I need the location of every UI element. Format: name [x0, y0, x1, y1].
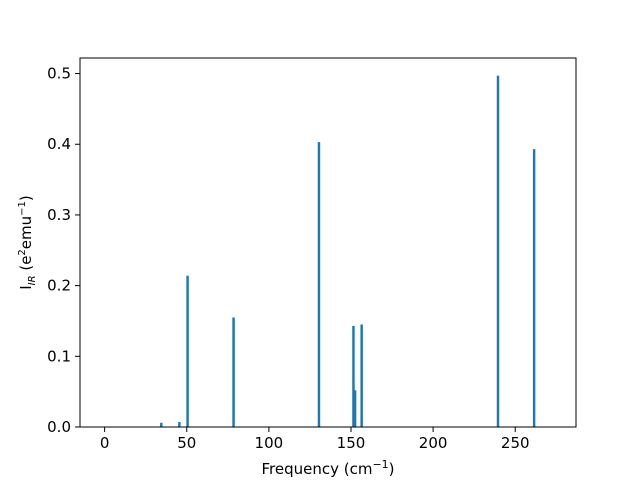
x-axis-label-sup: −1	[372, 458, 388, 471]
x-axis-label-end: )	[389, 460, 395, 478]
y-axis-label-sup2: −1	[17, 201, 28, 216]
bar	[232, 317, 235, 427]
y-tick-label: 0.1	[47, 347, 71, 365]
y-axis-label-mid1: (e	[17, 256, 35, 276]
x-axis: 0 50 100 150 200 250	[100, 427, 530, 452]
x-tick-label: 100	[255, 434, 284, 452]
y-axis-label-end: )	[17, 195, 35, 201]
y-axis-label-main: I	[17, 285, 35, 289]
x-axis-label: Frequency (cm−1)	[261, 458, 394, 478]
bar	[496, 75, 500, 427]
x-tick-label: 0	[100, 434, 110, 452]
y-axis-label-sup1: 2	[17, 249, 28, 255]
x-tick-label: 50	[177, 434, 196, 452]
bar	[160, 422, 163, 427]
bar	[352, 325, 355, 427]
y-axis-label-sub: IR	[27, 275, 38, 285]
bar	[186, 275, 189, 427]
y-tick-label: 0.5	[47, 65, 71, 83]
plot-frame	[79, 57, 577, 428]
x-axis-label-main: Frequency (cm	[261, 460, 372, 478]
bar	[532, 149, 536, 428]
x-tick-label: 250	[501, 434, 530, 452]
x-tick-label: 150	[337, 434, 366, 452]
x-tick-label: 200	[419, 434, 448, 452]
bar	[360, 324, 363, 427]
y-axis-label-mid2: emu	[17, 216, 35, 249]
y-tick-label: 0.4	[47, 135, 71, 153]
bar	[178, 422, 181, 427]
y-tick-label: 0.2	[47, 277, 71, 295]
y-axis: 0.0 0.1 0.2 0.3 0.4 0.5	[47, 65, 80, 436]
y-axis-label: IIR (e2emu−1)	[17, 195, 38, 290]
bar	[317, 142, 321, 427]
bars-group	[160, 75, 536, 428]
bar	[353, 390, 357, 427]
y-tick-label: 0.0	[47, 418, 71, 436]
y-tick-label: 0.3	[47, 206, 71, 224]
